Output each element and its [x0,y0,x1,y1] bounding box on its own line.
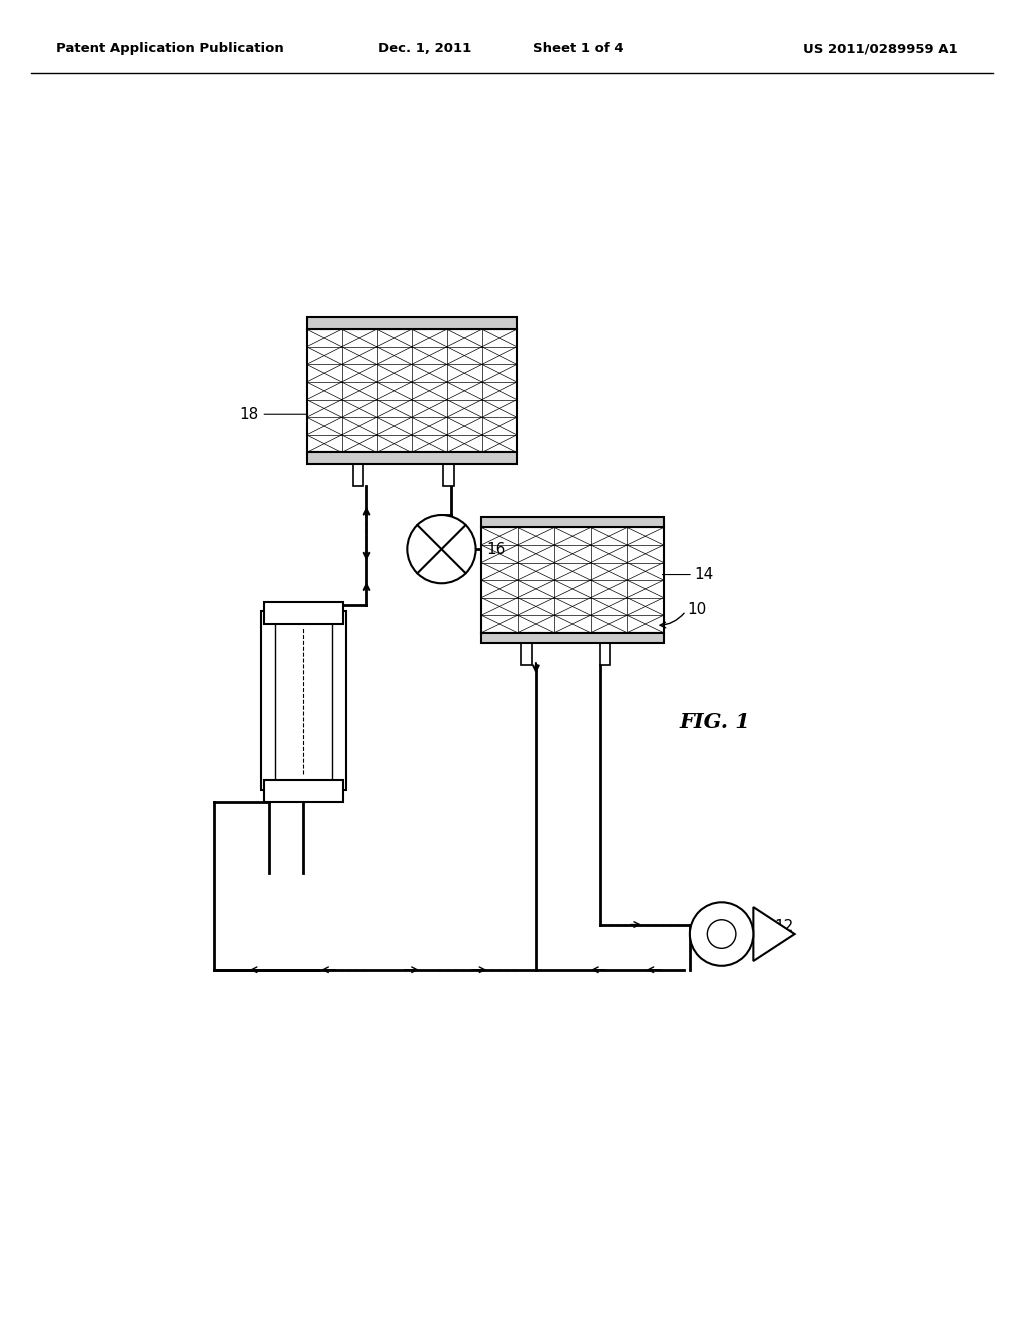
Bar [481,632,664,643]
Text: US 2011/0289959 A1: US 2011/0289959 A1 [803,42,958,55]
Circle shape [408,515,475,583]
Bar [264,602,343,624]
Bar [600,643,610,665]
Text: 10: 10 [687,602,707,616]
Bar [481,528,664,632]
Bar [274,620,332,780]
Circle shape [708,920,736,948]
Bar [521,643,531,665]
Bar [260,611,346,789]
Polygon shape [754,907,795,961]
Bar [481,517,664,528]
Bar [306,329,517,453]
Text: 16: 16 [486,541,506,557]
Text: Patent Application Publication: Patent Application Publication [56,42,284,55]
Circle shape [690,903,754,966]
Text: 18: 18 [240,407,259,421]
Bar [443,465,454,487]
Bar [306,317,517,329]
Text: FIG. 1: FIG. 1 [680,713,751,733]
Text: 14: 14 [694,568,714,582]
Bar [306,453,517,465]
Text: 12: 12 [774,920,794,935]
Bar [264,780,343,803]
Bar [353,465,364,487]
Text: Sheet 1 of 4: Sheet 1 of 4 [534,42,624,55]
Text: Dec. 1, 2011: Dec. 1, 2011 [378,42,472,55]
